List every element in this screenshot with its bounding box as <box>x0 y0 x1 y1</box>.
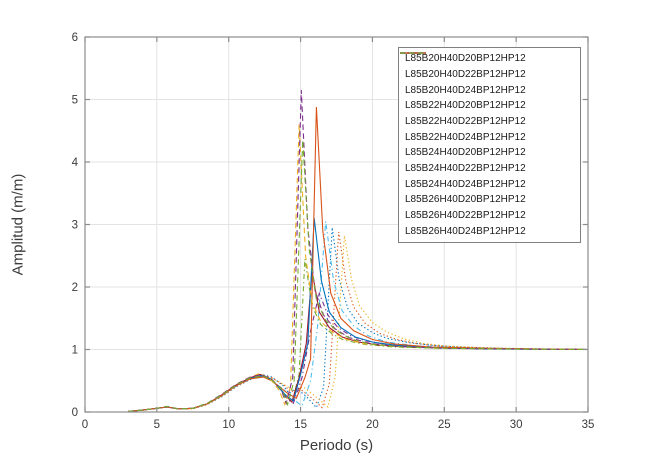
series-line <box>128 90 588 412</box>
legend-label: L85B26H40D20BP12HP12 <box>405 194 526 206</box>
legend-entry: L85B22H40D22BP12HP12 <box>400 52 578 129</box>
x-axis-label: Periodo (s) <box>299 437 374 454</box>
x-tick-label: 10 <box>222 419 235 431</box>
series-line <box>128 221 588 412</box>
legend-label: L85B26H40D24BP12HP12 <box>405 225 526 237</box>
y-tick-label: 2 <box>72 282 78 294</box>
legend-entry: L85B24H40D24BP12HP12 <box>400 52 578 192</box>
y-tick-label: 1 <box>72 345 78 357</box>
y-tick-label: 4 <box>72 157 79 169</box>
legend-entry: L85B26H40D24BP12HP12 <box>400 52 578 239</box>
legend-entry: L85B24H40D20BP12HP12 <box>400 52 578 160</box>
legend-label: L85B24H40D24BP12HP12 <box>405 178 526 190</box>
legend-label: L85B22H40D24BP12HP12 <box>405 131 526 143</box>
series-line <box>128 140 588 412</box>
legend-entry: L85B26H40D20BP12HP12 <box>400 52 578 207</box>
y-tick-label: 5 <box>72 95 78 107</box>
x-tick-label: 25 <box>438 419 451 431</box>
legend-label: L85B22H40D20BP12HP12 <box>405 100 526 112</box>
legend-entry: L85B22H40D24BP12HP12 <box>400 52 578 145</box>
series-line <box>128 291 588 412</box>
series-line <box>128 124 588 412</box>
series-line <box>128 106 588 412</box>
legend-entry: L85B26H40D22BP12HP12 <box>400 52 578 223</box>
series-line <box>128 218 588 412</box>
legend-entry: L85B22H40D20BP12HP12 <box>400 52 578 113</box>
series-line <box>128 258 588 412</box>
x-tick-label: 35 <box>582 419 595 431</box>
legend-label: L85B20H40D24BP12HP12 <box>405 84 526 96</box>
y-tick-label: 6 <box>72 32 78 44</box>
legend-label: L85B24H40D22BP12HP12 <box>405 162 526 174</box>
y-tick-label: 0 <box>72 407 78 419</box>
x-tick-label: 30 <box>510 419 523 431</box>
legend-label: L85B20H40D20BP12HP12 <box>405 53 526 65</box>
legend-label: L85B22H40D22BP12HP12 <box>405 115 526 127</box>
legend-entry: L85B20H40D24BP12HP12 <box>400 52 578 98</box>
x-tick-label: 15 <box>294 419 307 431</box>
series-line <box>128 231 588 412</box>
series-line <box>128 271 588 412</box>
legend-line-sample <box>400 52 426 54</box>
y-axis-label: Amplitud (m/m) <box>9 173 27 276</box>
legend: L85B20H40D20BP12HP12 L85B20H40D22BP12HP12… <box>398 47 581 243</box>
x-tick-label: 0 <box>82 419 88 431</box>
legend-label: L85B26H40D22BP12HP12 <box>405 209 526 221</box>
legend-entry: L85B20H40D20BP12HP12 <box>400 51 578 66</box>
legend-label: L85B20H40D22BP12HP12 <box>405 68 526 80</box>
legend-entry: L85B24H40D22BP12HP12 <box>400 52 578 176</box>
x-tick-label: 5 <box>154 419 160 431</box>
series-line <box>128 227 588 412</box>
x-tick-label: 20 <box>366 419 379 431</box>
y-tick-label: 3 <box>72 220 78 232</box>
legend-entry: L85B20H40D22BP12HP12 <box>400 52 578 82</box>
legend-label: L85B24H40D20BP12HP12 <box>405 147 526 159</box>
